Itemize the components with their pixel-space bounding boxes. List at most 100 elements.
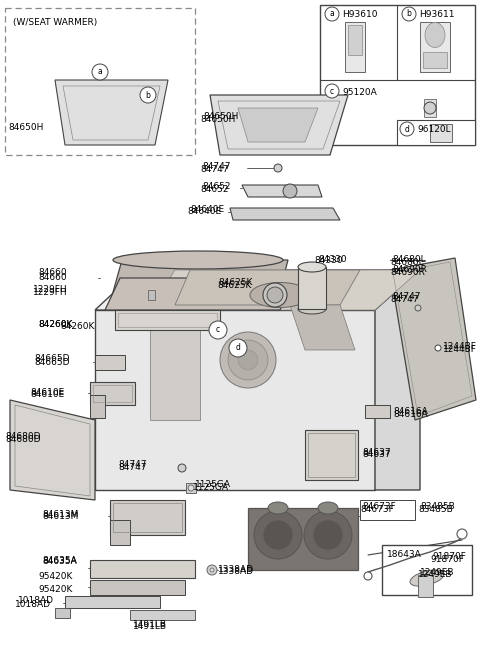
Text: 91870F: 91870F (430, 555, 464, 564)
Text: 18643A: 18643A (387, 550, 422, 559)
Ellipse shape (298, 304, 326, 314)
Circle shape (188, 485, 194, 491)
Polygon shape (150, 270, 420, 310)
Text: 84665D: 84665D (34, 354, 70, 363)
Circle shape (207, 565, 217, 575)
Text: 84747: 84747 (118, 460, 146, 469)
Text: 91870F: 91870F (432, 552, 466, 561)
Ellipse shape (298, 262, 326, 272)
Polygon shape (95, 355, 125, 370)
Text: 1338AD: 1338AD (218, 565, 254, 574)
Ellipse shape (268, 502, 288, 514)
Text: 84652: 84652 (200, 185, 228, 194)
Polygon shape (210, 95, 348, 155)
Circle shape (415, 305, 421, 311)
Polygon shape (95, 310, 375, 490)
Text: 84747: 84747 (202, 162, 230, 171)
Ellipse shape (250, 283, 310, 307)
Text: 84616A: 84616A (393, 410, 428, 419)
Circle shape (209, 321, 227, 339)
Polygon shape (345, 22, 365, 72)
Text: 1338AD: 1338AD (218, 567, 254, 576)
Text: 84330: 84330 (314, 256, 343, 265)
Text: 84660: 84660 (38, 268, 67, 277)
Circle shape (140, 87, 156, 103)
Text: 84650H: 84650H (203, 112, 239, 121)
Circle shape (263, 283, 287, 307)
Text: 84330: 84330 (318, 255, 347, 264)
Polygon shape (105, 278, 295, 310)
Text: d: d (405, 124, 409, 133)
Text: 1125GA: 1125GA (195, 480, 231, 489)
Text: 1229FH: 1229FH (33, 285, 68, 294)
Text: 96120L: 96120L (417, 125, 451, 134)
Circle shape (220, 332, 276, 388)
Text: 84625K: 84625K (218, 278, 252, 287)
Text: 84635A: 84635A (42, 557, 77, 566)
Text: 84690R: 84690R (390, 268, 425, 277)
Bar (320, 5, 475, 145)
Text: c: c (216, 325, 220, 334)
Circle shape (304, 511, 352, 559)
Polygon shape (55, 80, 168, 145)
Text: 1018AD: 1018AD (18, 596, 54, 605)
Polygon shape (90, 382, 135, 405)
Text: 84650H: 84650H (200, 115, 235, 124)
Circle shape (92, 64, 108, 80)
Text: 84747: 84747 (390, 295, 419, 304)
Text: 84652: 84652 (202, 182, 230, 191)
Circle shape (402, 7, 416, 21)
Text: a: a (97, 68, 102, 76)
Text: 95420K: 95420K (38, 585, 72, 594)
Polygon shape (175, 270, 360, 305)
Circle shape (283, 184, 297, 198)
Polygon shape (90, 395, 105, 418)
Ellipse shape (113, 251, 283, 269)
Text: 84747: 84747 (200, 165, 228, 174)
Bar (298, 267, 326, 309)
Text: 84680L: 84680L (392, 255, 426, 264)
Text: 84637: 84637 (362, 448, 391, 457)
Text: 1249EB: 1249EB (418, 570, 453, 579)
Text: 84635A: 84635A (42, 556, 77, 565)
Polygon shape (348, 25, 362, 55)
Text: 1244BF: 1244BF (443, 345, 477, 354)
Polygon shape (115, 310, 220, 330)
Polygon shape (365, 405, 390, 418)
Text: 84680D: 84680D (5, 435, 40, 444)
Polygon shape (10, 400, 95, 500)
Polygon shape (90, 560, 195, 578)
Polygon shape (150, 310, 200, 420)
Text: 84673F: 84673F (360, 505, 394, 514)
Polygon shape (290, 305, 355, 350)
Text: a: a (330, 9, 335, 18)
Circle shape (267, 287, 283, 303)
Polygon shape (230, 208, 340, 220)
Circle shape (400, 122, 414, 136)
Circle shape (178, 464, 186, 472)
Polygon shape (148, 290, 155, 300)
Circle shape (325, 7, 339, 21)
Circle shape (274, 164, 282, 172)
Circle shape (364, 572, 372, 580)
Bar (397, 120, 475, 145)
Text: 84673F: 84673F (362, 502, 396, 511)
Circle shape (424, 102, 436, 114)
Circle shape (457, 529, 467, 539)
Text: 84625K: 84625K (217, 281, 252, 290)
Polygon shape (90, 580, 185, 595)
Circle shape (254, 511, 302, 559)
Text: 84747: 84747 (118, 463, 146, 472)
Text: 1018AD: 1018AD (15, 600, 51, 609)
Text: 1249EB: 1249EB (420, 568, 455, 577)
Text: 84660: 84660 (38, 273, 67, 282)
Circle shape (313, 520, 343, 550)
Polygon shape (390, 258, 476, 420)
Text: c: c (330, 87, 334, 95)
Text: b: b (145, 91, 150, 99)
Text: H93611: H93611 (419, 10, 455, 19)
Circle shape (228, 340, 268, 380)
Text: (W/SEAT WARMER): (W/SEAT WARMER) (13, 18, 97, 27)
Text: 84690R: 84690R (392, 265, 427, 274)
Bar (382, 545, 472, 595)
